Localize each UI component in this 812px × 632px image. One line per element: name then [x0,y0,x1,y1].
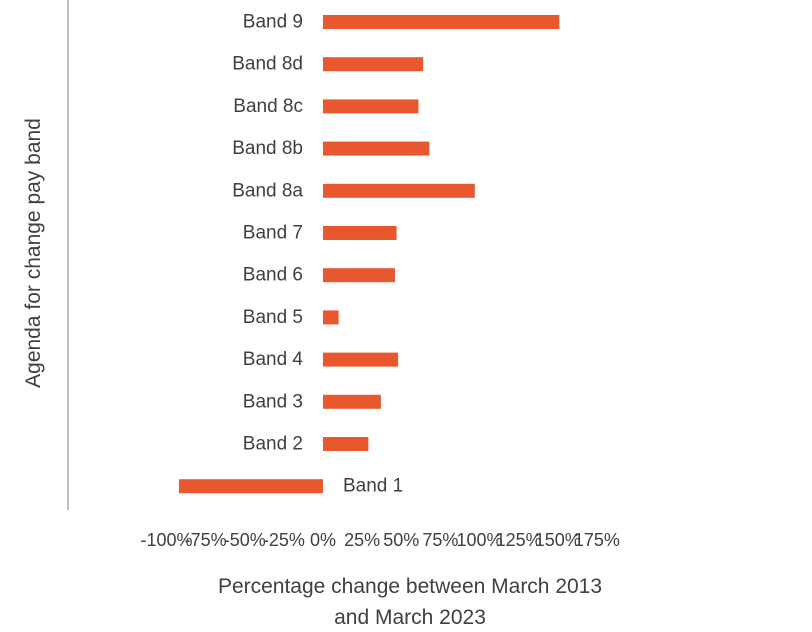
category-label: Band 8d [232,54,303,75]
category-label: Band 5 [243,307,303,328]
x-tick-label: 175% [574,530,620,550]
y-axis-label: Agenda for change pay band [22,118,45,388]
bar-band-9 [323,15,560,29]
category-label: Band 6 [243,265,303,286]
x-tick-label: 75% [422,530,458,550]
category-label: Band 8c [233,96,303,117]
x-tick-label: -100% [140,530,192,550]
category-label: Band 1 [343,476,403,497]
bar-band-8a [323,183,475,198]
x-tick-label: -25% [263,530,305,550]
bar-band-8b [323,141,430,156]
category-label: Band 8a [232,180,303,201]
category-labels: Band 9 Band 8d Band 8c Band 8b Band 8a Band 7… [232,12,403,497]
category-label: Band 2 [243,434,303,455]
bar-band-7 [323,226,397,240]
bars-group [179,15,560,494]
x-tick-label: 50% [383,530,419,550]
x-tick-label: -75% [185,530,227,550]
x-tick-label: 0% [310,530,336,550]
x-tick-label: 100% [456,530,502,550]
category-label: Band 4 [243,349,304,370]
x-tick-labels: -100%-75%-50%-25% 0% 25% 50% 75%100%125%150%… [140,530,619,550]
x-axis-label-line-2: and March 2023 [334,606,486,629]
x-axis-label-line-1: Percentage change between March 2013 [218,575,602,598]
bar-band-3 [323,394,381,409]
x-tick-label: 125% [496,530,542,550]
bar-band-2 [323,437,369,451]
bar-band-8d [323,57,424,72]
category-label: Band 7 [243,223,303,244]
bar-band-4 [323,352,399,367]
x-tick-label: 25% [344,530,380,550]
bar-band-5 [323,310,339,325]
x-tick-label: 150% [535,530,581,550]
category-label: Band 9 [243,12,303,33]
bar-band-1 [179,479,323,494]
category-label: Band 3 [243,391,303,412]
category-label: Band 8b [232,138,303,159]
x-tick-label: -50% [224,530,266,550]
bar-band-6 [323,268,395,283]
bar-band-8c [323,99,419,114]
